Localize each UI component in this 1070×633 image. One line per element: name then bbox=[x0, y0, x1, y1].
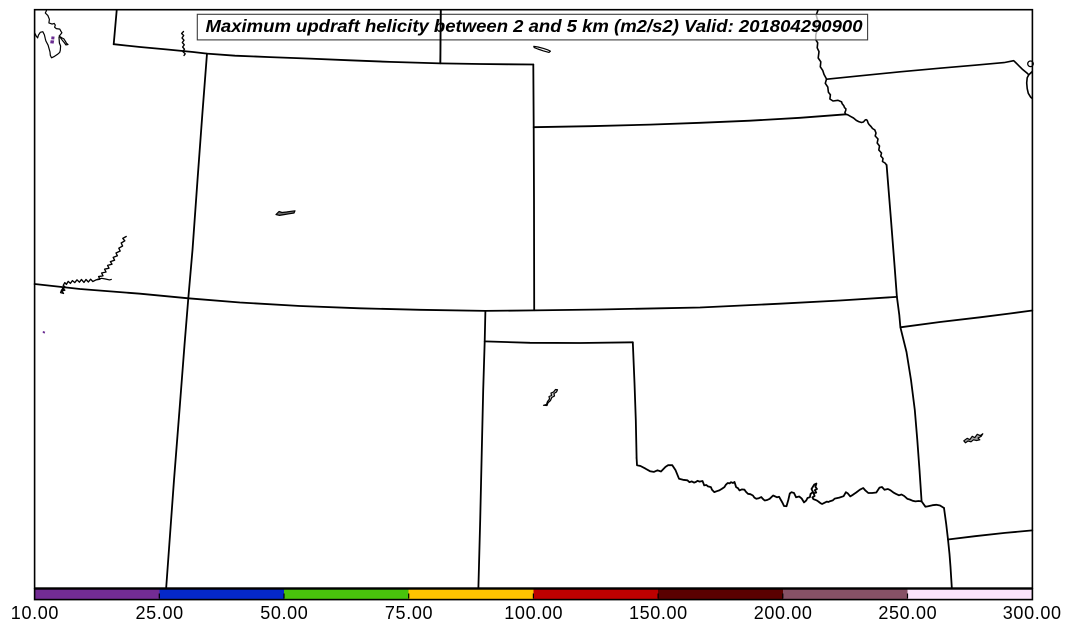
svg-text:250.00: 250.00 bbox=[878, 603, 936, 623]
svg-text:Maximum updraft helicity betwe: Maximum updraft helicity between 2 and 5… bbox=[206, 16, 863, 36]
svg-text:300.00: 300.00 bbox=[1003, 603, 1061, 623]
svg-text:200.00: 200.00 bbox=[754, 603, 812, 623]
svg-text:10.00: 10.00 bbox=[11, 603, 59, 623]
svg-text:50.00: 50.00 bbox=[260, 603, 308, 623]
svg-text:100.00: 100.00 bbox=[504, 603, 562, 623]
svg-text:25.00: 25.00 bbox=[136, 603, 184, 623]
svg-text:150.00: 150.00 bbox=[629, 603, 687, 623]
svg-text:75.00: 75.00 bbox=[385, 603, 433, 623]
